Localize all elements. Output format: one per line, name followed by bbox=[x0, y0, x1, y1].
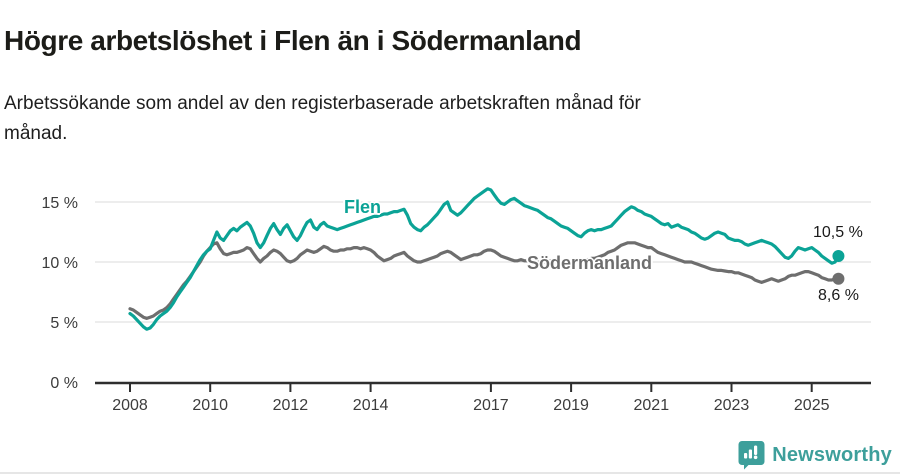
end-value-label-sodermanland: 8,6 % bbox=[818, 287, 859, 304]
newsworthy-badge-icon bbox=[738, 441, 765, 470]
x-tick-label-2017: 2017 bbox=[473, 397, 509, 414]
newsworthy-logo[interactable]: Newsworthy bbox=[738, 440, 892, 470]
subtitle-line-2: månad. bbox=[4, 123, 68, 144]
line-flen bbox=[128, 187, 841, 331]
x-tick-label-2012: 2012 bbox=[273, 397, 309, 414]
series-label-sodermanland: Södermanland bbox=[527, 253, 653, 273]
newsworthy-wordmark: Newsworthy bbox=[772, 443, 892, 466]
series-label-flen: Flen bbox=[344, 197, 382, 217]
chart-subtitle: Arbetssökande som andel av den registerb… bbox=[4, 89, 784, 149]
y-tick-label-5: 5 % bbox=[50, 315, 78, 332]
x-tick-label-2019: 2019 bbox=[553, 397, 589, 414]
x-tick-label-2014: 2014 bbox=[353, 397, 389, 414]
x-tick-label-2023: 2023 bbox=[714, 397, 750, 414]
x-tick-label-2021: 2021 bbox=[634, 397, 670, 414]
x-tick-label-2008: 2008 bbox=[112, 397, 148, 414]
end-value-label-flen: 10,5 % bbox=[813, 224, 863, 241]
y-tick-label-10: 10 % bbox=[42, 255, 78, 272]
y-tick-label-0: 0 % bbox=[50, 375, 78, 392]
x-tick-label-2010: 2010 bbox=[192, 397, 228, 414]
page-title: Högre arbetslöshet i Flen än i Södermanl… bbox=[4, 24, 582, 56]
subtitle-line-1: Arbetssökande som andel av den registerb… bbox=[4, 93, 641, 114]
y-tick-label-15: 15 % bbox=[42, 195, 78, 212]
x-tick-label-2025: 2025 bbox=[794, 397, 830, 414]
end-dot-flen bbox=[832, 250, 845, 262]
line-södermanland bbox=[128, 241, 841, 320]
end-dot-södermanland bbox=[832, 272, 845, 285]
